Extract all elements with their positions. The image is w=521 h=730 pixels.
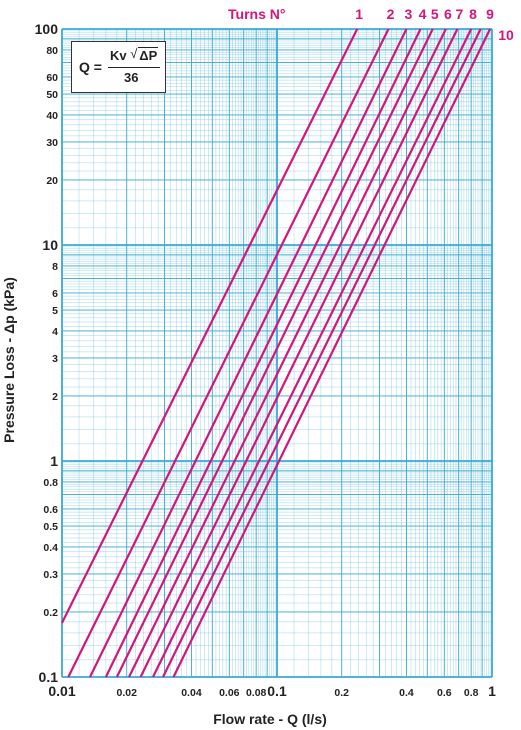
y-tick-label: 5: [52, 305, 58, 317]
series-label-turns-8: 8: [469, 6, 477, 22]
x-tick-label: 0.6: [437, 687, 452, 699]
formula-lhs: Q =: [79, 59, 102, 75]
x-tick-labels: 0.01 0.02 0.04 0.06 0.08 0.1 0.2 0.4 0.6 0.8 1: [48, 683, 496, 699]
y-tick-label: 0.4: [43, 542, 58, 554]
y-tick-label: 0.6: [43, 504, 58, 516]
y-tick-label: 2: [52, 391, 58, 403]
series-line-turns-7: [139, 28, 459, 678]
x-axis-label: Flow rate - Q (l/s): [213, 711, 327, 727]
x-tick-label: 0.06: [219, 687, 240, 699]
series-line-turns-5: [115, 28, 434, 678]
formula-numerator: Kv √ ΔP: [110, 46, 159, 63]
x-tick-label: 0.04: [181, 687, 202, 699]
y-tick-label: 0.1: [39, 669, 59, 685]
x-tick-label: 0.4: [399, 687, 414, 699]
y-tick-label: 8: [52, 261, 58, 273]
series-label-turns-4: 4: [419, 6, 427, 22]
x-tick-label: 0.2: [334, 687, 349, 699]
y-tick-labels: 0.1 0.2 0.3 0.4 0.5 0.6 0.8 1 2 3 4 5 6 8 10 20 30 40 50 60…: [35, 21, 59, 685]
x-tick-label: 0.8: [464, 687, 479, 699]
y-tick-label: 0.3: [43, 569, 58, 581]
y-tick-label: 4: [52, 326, 58, 338]
series-line-turns-10: [172, 28, 492, 678]
y-tick-label: 50: [46, 89, 58, 101]
grid: [61, 28, 493, 678]
y-tick-label: 0.8: [43, 477, 58, 489]
y-tick-label: 80: [46, 45, 58, 57]
series-label-turns-7: 7: [455, 6, 463, 22]
y-tick-label: 10: [42, 237, 58, 253]
y-axis-label: Pressure Loss - Δp (kPa): [1, 277, 17, 443]
series-label-turns-9: 9: [486, 6, 494, 22]
series-line-turns-6: [128, 28, 447, 678]
series-line-turns-1: [61, 28, 359, 624]
series-line-turns-3: [89, 28, 408, 678]
y-tick-label: 0.2: [43, 607, 58, 619]
series-lines: [61, 28, 492, 678]
fraction-bar: [108, 67, 160, 68]
x-tick-label: 0.02: [117, 687, 138, 699]
y-tick-label: 20: [46, 175, 58, 187]
x-tick-label: 0.08: [246, 687, 267, 699]
y-tick-label: 40: [46, 110, 58, 122]
series-line-turns-9: [162, 28, 482, 678]
series-line-turns-8: [152, 28, 473, 678]
x-tick-label: 0.1: [267, 683, 287, 699]
y-tick-label: 6: [52, 288, 58, 300]
y-tick-label: 3: [52, 353, 58, 365]
series-label-turns-1: 1: [355, 6, 363, 22]
sqrt-sign: √: [130, 46, 138, 61]
formula-kv: Kv: [110, 48, 127, 63]
series-line-turns-2: [67, 28, 390, 678]
y-tick-label: 60: [46, 72, 58, 84]
series-label-turns-3: 3: [405, 6, 413, 22]
x-tick-label: 1: [488, 683, 496, 699]
y-tick-label: 1: [50, 453, 58, 469]
formula-radicand: ΔP: [138, 47, 159, 63]
x-tick-label: 0.01: [48, 683, 75, 699]
series-label-turns-6: 6: [444, 6, 452, 22]
y-tick-label: 30: [46, 137, 58, 149]
turns-legend: Turns N° 1 2 3 4 5 6 7 8 910: [228, 6, 514, 43]
turns-title: Turns N°: [228, 6, 285, 22]
y-tick-label: 0.5: [43, 521, 58, 533]
formula-denominator: 36: [124, 70, 139, 85]
series-label-turns-5: 5: [431, 6, 439, 22]
series-label-turns-10: 10: [498, 27, 514, 43]
formula-sqrt: √ ΔP: [130, 46, 159, 63]
flow-formula-box: Q = Kv √ ΔP 36: [71, 41, 166, 93]
series-line-turns-4: [104, 28, 422, 678]
y-tick-label: 100: [35, 21, 59, 37]
series-label-turns-2: 2: [387, 6, 395, 22]
